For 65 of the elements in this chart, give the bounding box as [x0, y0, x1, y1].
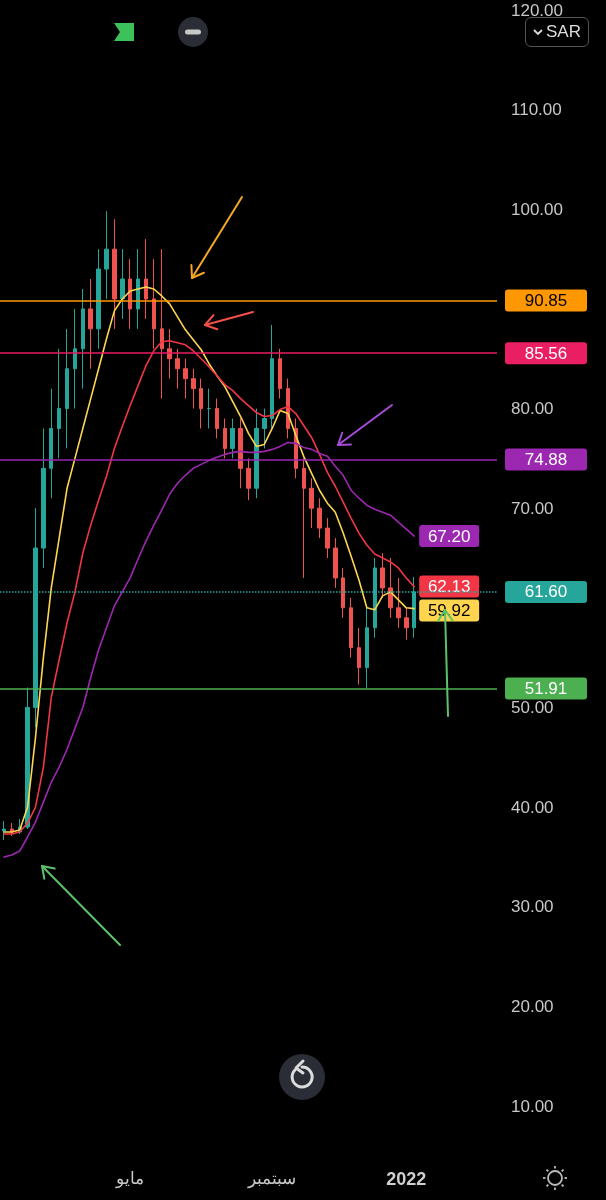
candlestick: [302, 457, 306, 579]
candlestick: [49, 388, 53, 499]
candlestick: [215, 398, 219, 439]
candlestick: [246, 457, 251, 501]
candlestick: [404, 607, 409, 641]
y-tick-label: 100.00: [511, 199, 563, 219]
y-tick-label: 40.00: [511, 797, 554, 817]
x-tick-label: مايو: [115, 1169, 145, 1189]
ref-line-label: 74.88: [524, 450, 568, 470]
y-tick-label: 30.00: [511, 897, 554, 917]
candlestick: [73, 308, 77, 410]
candlestick: [349, 597, 353, 659]
candlestick: [175, 348, 180, 390]
candlestick: [191, 368, 196, 410]
y-tick-label: 70.00: [511, 498, 554, 518]
candlestick: [199, 378, 203, 429]
candlestick: [104, 210, 109, 300]
candlestick: [152, 258, 156, 350]
candlestick: [65, 328, 69, 449]
candlestick: [120, 248, 125, 320]
candlestick: [341, 567, 345, 619]
candlestick: [396, 577, 401, 629]
candlestick: [136, 248, 140, 330]
x-tick-label: سبتمبر: [247, 1169, 297, 1189]
ref-line-label: 90.85: [524, 290, 568, 310]
data-label: 62.13: [427, 577, 471, 597]
candlestick: [254, 408, 259, 499]
y-tick-label: 10.00: [511, 1096, 554, 1116]
y-tick-label: 20.00: [511, 996, 554, 1016]
y-axis-title: SAR: [546, 22, 581, 42]
candlestick: [270, 324, 274, 429]
x-tick-label: 2022: [386, 1169, 427, 1189]
candlestick: [238, 418, 243, 489]
candlestick: [81, 288, 85, 390]
candlestick: [388, 557, 393, 619]
data-label: 59.92: [427, 601, 471, 621]
ref-line-label: 61.60: [524, 582, 568, 602]
y-tick-label: 80.00: [511, 399, 554, 419]
candlestick: [57, 348, 61, 459]
candlestick: [160, 248, 164, 400]
candlestick: [41, 427, 46, 569]
candlestick: [88, 278, 93, 370]
candlestick: [128, 258, 132, 330]
candlestick: [207, 388, 211, 429]
ref-line-label: 51.91: [524, 678, 568, 698]
candlestick: [365, 607, 369, 689]
y-tick-label: 120.00: [511, 0, 563, 20]
candlestick: [112, 218, 117, 330]
y-tick-label: 50.00: [511, 697, 554, 717]
candlestick: [223, 418, 227, 459]
candlestick: [317, 497, 322, 539]
candlestick: [2, 820, 6, 841]
candlestick: [96, 248, 101, 350]
candlestick: [230, 418, 235, 459]
candlestick: [357, 627, 361, 686]
candlestick: [262, 408, 267, 449]
data-label: 67.20: [427, 526, 471, 546]
ref-line-label: 85.56: [524, 343, 568, 363]
candlestick: [144, 238, 148, 320]
candlestick: [309, 477, 314, 529]
candlestick: [333, 537, 338, 589]
candlestick: [325, 517, 330, 559]
candlestick: [183, 358, 188, 400]
y-tick-label: 110.00: [511, 100, 562, 120]
candlestick: [278, 348, 282, 400]
